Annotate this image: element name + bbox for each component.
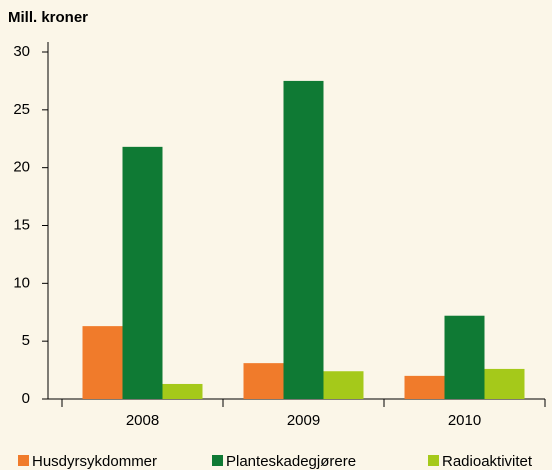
y-tick-label: 15 bbox=[13, 216, 30, 233]
legend-label: Husdyrsykdommer bbox=[32, 453, 157, 470]
bar bbox=[444, 315, 485, 399]
bar bbox=[323, 371, 364, 399]
bar bbox=[82, 326, 123, 399]
legend-label: Radioaktivitet bbox=[442, 453, 533, 470]
legend-swatch bbox=[212, 455, 223, 466]
bar bbox=[243, 363, 284, 399]
bar bbox=[122, 146, 163, 399]
x-tick-label: 2010 bbox=[448, 412, 481, 429]
y-tick-label: 30 bbox=[13, 43, 30, 60]
y-axis-title: Mill. kroner bbox=[8, 9, 88, 26]
bar bbox=[283, 80, 324, 400]
bar bbox=[162, 383, 203, 399]
x-tick-label: 2009 bbox=[287, 412, 320, 429]
y-tick-label: 5 bbox=[22, 332, 30, 349]
bar bbox=[484, 368, 525, 399]
y-tick-label: 25 bbox=[13, 101, 30, 118]
x-tick-label: 2008 bbox=[126, 412, 159, 429]
y-tick-label: 0 bbox=[22, 390, 30, 407]
legend-swatch bbox=[18, 455, 29, 466]
legend-swatch bbox=[428, 455, 439, 466]
y-tick-label: 10 bbox=[13, 274, 30, 291]
legend-label: Planteskadegjørere bbox=[226, 453, 356, 470]
y-tick-label: 20 bbox=[13, 159, 30, 176]
bar bbox=[404, 375, 445, 399]
